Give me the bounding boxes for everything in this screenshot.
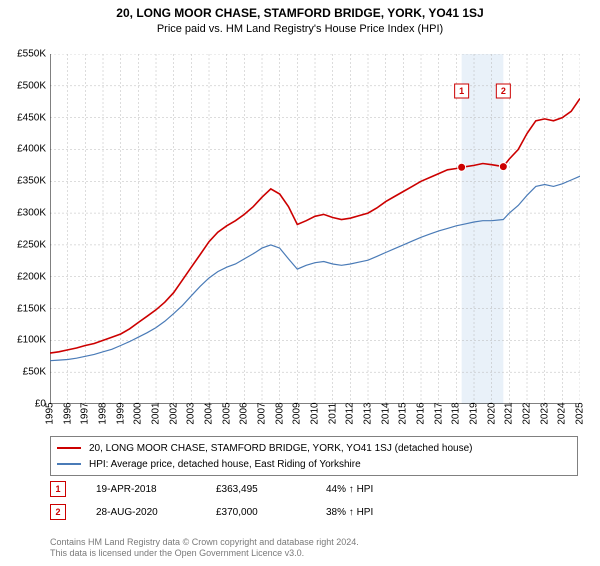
x-axis-label: 2000 (133, 402, 144, 424)
x-axis-label: 2002 (168, 402, 179, 424)
sale-date: 28-AUG-2020 (96, 507, 186, 518)
x-axis-label: 2008 (274, 402, 285, 424)
legend-swatch (57, 463, 81, 465)
x-axis-label: 2010 (310, 402, 321, 424)
chart-subtitle: Price paid vs. HM Land Registry's House … (0, 23, 600, 35)
x-axis-label: 2007 (257, 402, 268, 424)
legend-label: HPI: Average price, detached house, East… (89, 459, 361, 470)
x-axis-label: 1997 (80, 402, 91, 424)
y-axis-label: £300K (17, 208, 46, 219)
x-axis-label: 1995 (45, 402, 56, 424)
x-axis-label: 2015 (398, 402, 409, 424)
x-axis-label: 2011 (327, 403, 338, 425)
sale-date: 19-APR-2018 (96, 484, 186, 495)
y-axis-label: £350K (17, 176, 46, 187)
x-axis-label: 1999 (115, 402, 126, 424)
y-axis-label: £450K (17, 112, 46, 123)
x-axis-label: 2006 (239, 402, 250, 424)
x-axis-label: 1998 (98, 402, 109, 424)
chart-title: 20, LONG MOOR CHASE, STAMFORD BRIDGE, YO… (0, 6, 600, 20)
chart-area: 12 £0£50K£100K£150K£200K£250K£300K£350K£… (50, 54, 580, 404)
y-axis-label: £400K (17, 144, 46, 155)
sale-hpi: 38% ↑ HPI (326, 507, 373, 518)
y-axis-label: £500K (17, 80, 46, 91)
x-axis-label: 2009 (292, 402, 303, 424)
x-axis-label: 2016 (416, 402, 427, 424)
x-axis-label: 2018 (451, 402, 462, 424)
chart-svg: 12 (50, 54, 580, 404)
y-axis-label: £100K (17, 335, 46, 346)
footer-line: Contains HM Land Registry data © Crown c… (50, 537, 359, 549)
sale-marker: 1 (50, 481, 66, 497)
y-axis-label: £150K (17, 303, 46, 314)
x-axis-label: 1996 (62, 402, 73, 424)
x-axis-label: 2022 (522, 402, 533, 424)
x-axis-label: 2001 (151, 402, 162, 424)
legend-item: HPI: Average price, detached house, East… (57, 456, 571, 472)
sale-entry: 1 19-APR-2018 £363,495 44% ↑ HPI (50, 481, 373, 497)
legend-swatch (57, 447, 81, 449)
legend-item: 20, LONG MOOR CHASE, STAMFORD BRIDGE, YO… (57, 440, 571, 456)
x-axis-label: 2013 (363, 402, 374, 424)
sale-marker: 2 (50, 504, 66, 520)
sale-entry: 2 28-AUG-2020 £370,000 38% ↑ HPI (50, 504, 373, 520)
footer: Contains HM Land Registry data © Crown c… (50, 537, 359, 560)
y-axis-label: £200K (17, 271, 46, 282)
y-axis-label: £50K (23, 367, 46, 378)
x-axis-label: 2014 (380, 402, 391, 424)
x-axis-label: 2021 (504, 402, 515, 424)
legend: 20, LONG MOOR CHASE, STAMFORD BRIDGE, YO… (50, 436, 578, 476)
y-axis-label: £250K (17, 239, 46, 250)
x-axis-label: 2023 (539, 402, 550, 424)
x-axis-label: 2024 (557, 402, 568, 424)
sale-hpi: 44% ↑ HPI (326, 484, 373, 495)
svg-text:2: 2 (501, 86, 506, 96)
x-axis-label: 2004 (204, 402, 215, 424)
sale-price: £363,495 (216, 484, 296, 495)
x-axis-label: 2017 (433, 402, 444, 424)
x-axis-label: 2025 (575, 402, 586, 424)
sale-price: £370,000 (216, 507, 296, 518)
y-axis-label: £550K (17, 49, 46, 60)
svg-text:1: 1 (459, 86, 464, 96)
x-axis-label: 2020 (486, 402, 497, 424)
x-axis-label: 2003 (186, 402, 197, 424)
x-axis-label: 2005 (221, 402, 232, 424)
x-axis-label: 2019 (469, 402, 480, 424)
footer-line: This data is licensed under the Open Gov… (50, 548, 359, 560)
legend-label: 20, LONG MOOR CHASE, STAMFORD BRIDGE, YO… (89, 443, 472, 454)
x-axis-label: 2012 (345, 402, 356, 424)
